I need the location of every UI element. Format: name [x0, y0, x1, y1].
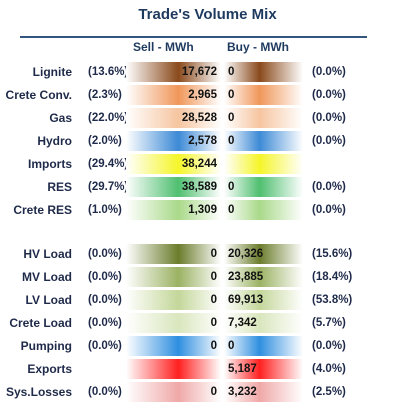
buy-percent: (0.0%)	[312, 204, 346, 216]
row-label: Lignite	[32, 65, 72, 79]
row-label: Crete Load	[9, 316, 72, 330]
sell-value-cell: 1,309	[126, 200, 221, 220]
buy-value-cell: 0	[224, 62, 303, 82]
sell-value-cell: 0	[126, 244, 221, 264]
row-label: RES	[47, 180, 72, 194]
sell-value-cell: 0	[126, 290, 221, 310]
row-label: Crete Conv.	[5, 88, 72, 102]
table-row: Crete Load (0.0%) 0 7,342 (5.7%)	[0, 312, 415, 334]
buy-value-cell: 0	[224, 85, 303, 105]
sell-percent: (2.0%)	[88, 135, 122, 147]
sell-percent: (0.0%)	[88, 386, 122, 398]
buy-percent: (18.4%)	[312, 271, 353, 283]
table-row: Crete Conv. (2.3%) 2,965 0 (0.0%)	[0, 84, 415, 106]
sell-value-cell: 28,528	[126, 108, 221, 128]
buy-value-cell: 0	[224, 108, 303, 128]
buy-value-cell: 20,326	[224, 244, 303, 264]
row-label: Exports	[27, 362, 72, 376]
buy-percent: (0.0%)	[312, 135, 346, 147]
table-row: Sys.Losses (0.0%) 0 3,232 (2.5%)	[0, 381, 415, 403]
sell-percent: (0.0%)	[88, 248, 122, 260]
buy-percent: (0.0%)	[312, 66, 346, 78]
buy-value-cell: 0	[224, 177, 303, 197]
page-title: Trade's Volume Mix	[138, 6, 277, 23]
buy-percent: (2.5%)	[312, 386, 346, 398]
row-label: MV Load	[22, 270, 72, 284]
sell-value-cell: 0	[126, 313, 221, 333]
table-row: RES (29.7%) 38,589 0 (0.0%)	[0, 176, 415, 198]
sell-percent: (29.4%)	[88, 158, 129, 170]
table-row: Pumping (0.0%) 0 0 (0.0%)	[0, 335, 415, 357]
sell-column-header: Sell - MWh	[133, 40, 194, 54]
sell-value-cell: 2,965	[126, 85, 221, 105]
buy-value-cell: 3,232	[224, 382, 303, 402]
row-label: Crete RES	[13, 203, 72, 217]
table-row: Gas (22.0%) 28,528 0 (0.0%)	[0, 107, 415, 129]
table-row: LV Load (0.0%) 0 69,913 (53.8%)	[0, 289, 415, 311]
row-label: Pumping	[20, 339, 72, 353]
sell-percent: (0.0%)	[88, 294, 122, 306]
title-divider	[20, 36, 367, 38]
row-label: HV Load	[23, 247, 72, 261]
buy-percent: (53.8%)	[312, 294, 353, 306]
buy-value-cell: 7,342	[224, 313, 303, 333]
sell-value-cell: 0	[126, 267, 221, 287]
sell-value-cell: 0	[126, 336, 221, 356]
buy-value-cell: 23,885	[224, 267, 303, 287]
row-label: LV Load	[25, 293, 72, 307]
row-label: Hydro	[37, 134, 72, 148]
buy-percent: (4.0%)	[312, 363, 346, 375]
buy-percent: (0.0%)	[312, 340, 346, 352]
table-row: Exports 5,187 (4.0%)	[0, 358, 415, 380]
buy-percent: (15.6%)	[312, 248, 353, 260]
sell-value-cell: 17,672	[126, 62, 221, 82]
buy-value-cell: 69,913	[224, 290, 303, 310]
row-label: Imports	[27, 157, 72, 171]
buy-value-cell: 0	[224, 336, 303, 356]
row-label: Gas	[49, 111, 72, 125]
buy-percent: (0.0%)	[312, 112, 346, 124]
buy-percent: (5.7%)	[312, 317, 346, 329]
buy-value-cell: 0	[224, 131, 303, 151]
sell-value-cell	[126, 359, 221, 379]
sell-value-cell: 2,578	[126, 131, 221, 151]
row-label: Sys.Losses	[5, 385, 72, 399]
sell-percent: (0.0%)	[88, 271, 122, 283]
sell-percent: (29.7%)	[88, 181, 129, 193]
buy-value-cell: 5,187	[224, 359, 303, 379]
buy-percent: (0.0%)	[312, 89, 346, 101]
table-row: Crete RES (1.0%) 1,309 0 (0.0%)	[0, 199, 415, 221]
table-row: HV Load (0.0%) 0 20,326 (15.6%)	[0, 243, 415, 265]
sell-value-cell: 38,244	[126, 154, 221, 174]
table-row: Lignite (13.6%) 17,672 0 (0.0%)	[0, 61, 415, 83]
buy-value-cell: 0	[224, 200, 303, 220]
buy-column-header: Buy - MWh	[227, 40, 289, 54]
table-row: Imports (29.4%) 38,244	[0, 153, 415, 175]
sell-percent: (0.0%)	[88, 317, 122, 329]
buy-percent: (0.0%)	[312, 181, 346, 193]
table-row: Hydro (2.0%) 2,578 0 (0.0%)	[0, 130, 415, 152]
sell-percent: (13.6%)	[88, 66, 129, 78]
sell-percent: (22.0%)	[88, 112, 129, 124]
sell-value-cell: 0	[126, 382, 221, 402]
buy-value-cell	[224, 154, 303, 174]
table-row: MV Load (0.0%) 0 23,885 (18.4%)	[0, 266, 415, 288]
sell-value-cell: 38,589	[126, 177, 221, 197]
sell-percent: (1.0%)	[88, 204, 122, 216]
sell-percent: (0.0%)	[88, 340, 122, 352]
sell-percent: (2.3%)	[88, 89, 122, 101]
